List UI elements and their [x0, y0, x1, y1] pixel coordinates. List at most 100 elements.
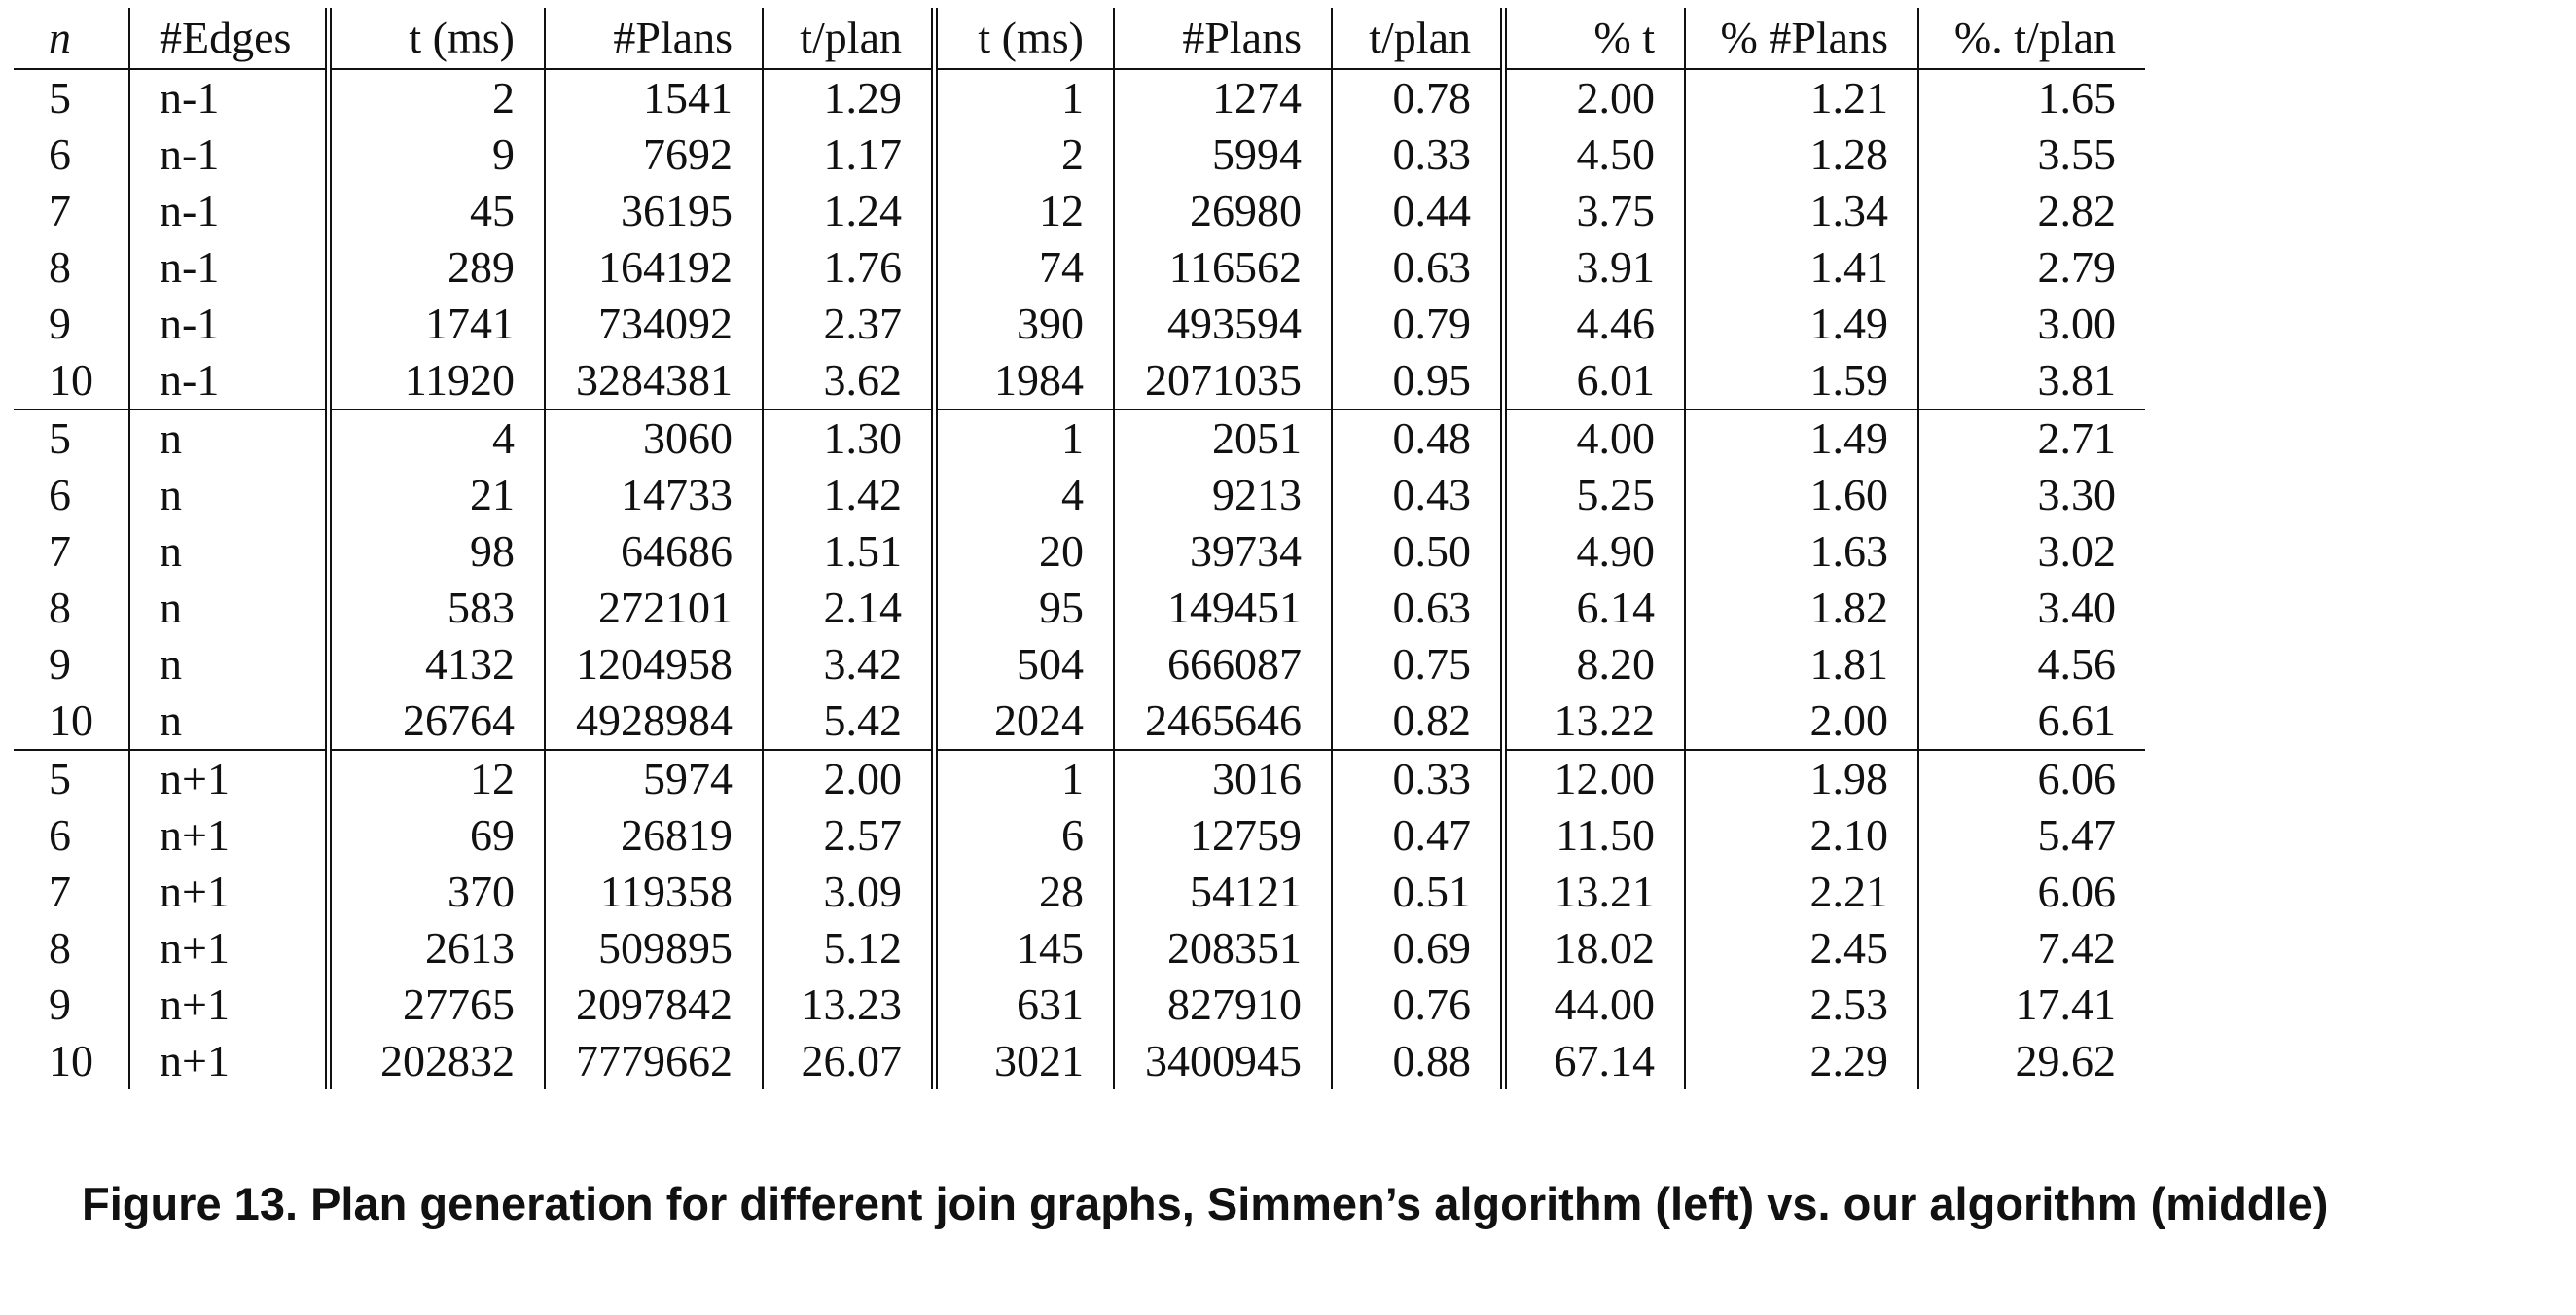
- cell-tplan-ours: 0.76: [1331, 977, 1504, 1033]
- cell-pct-t: 4.00: [1500, 409, 1685, 467]
- cell-t-ours: 12: [931, 183, 1114, 239]
- cell-pct-plans: 1.49: [1684, 409, 1918, 467]
- cell-tplan-ours: 0.33: [1331, 750, 1504, 807]
- cell-tplan-simmen: 1.76: [762, 239, 935, 296]
- cell-pct-tplan: 3.00: [1917, 296, 2145, 352]
- cell-plans-ours: 149451: [1113, 580, 1332, 636]
- cell-pct-plans: 2.00: [1684, 693, 1918, 751]
- cell-t-ours: 1: [931, 69, 1114, 126]
- cell-plans-ours: 3400945: [1113, 1033, 1332, 1089]
- cell-n: 8: [49, 242, 71, 292]
- cell-pct-tplan: 17.41: [1917, 977, 2145, 1033]
- cell-t-ours: 6: [931, 807, 1114, 864]
- cell-t-simmen: 9: [325, 126, 545, 183]
- cell-plans-ours: 12759: [1113, 807, 1332, 864]
- cell-plans-simmen: 5974: [544, 750, 763, 807]
- cell-plans-ours: 208351: [1113, 920, 1332, 977]
- cell-pct-plans: 2.29: [1684, 1033, 1918, 1089]
- header-edges: #Edges: [128, 8, 329, 70]
- cell-t-ours: 74: [931, 239, 1114, 296]
- cell-tplan-ours: 0.50: [1331, 523, 1504, 580]
- table-body: 5 n-1 2 1541 1.29 1 1274 0.78 2.00 1.21 1.65 6 n-1 9 7…: [14, 69, 2145, 1089]
- cell-n: 5: [49, 754, 71, 803]
- cell-n: 7: [49, 186, 71, 235]
- cell-n: 5: [49, 73, 71, 123]
- cell-pct-tplan: 3.02: [1917, 523, 2145, 580]
- cell-tplan-simmen: 1.24: [762, 183, 935, 239]
- cell-tplan-simmen: 3.09: [762, 864, 935, 920]
- cell-pct-tplan: 29.62: [1917, 1033, 2145, 1089]
- cell-t-simmen: 583: [325, 580, 545, 636]
- cell-plans-simmen: 1204958: [544, 636, 763, 693]
- cell-tplan-simmen: 1.42: [762, 467, 935, 523]
- cell-pct-t: 6.14: [1500, 580, 1685, 636]
- cell-edges: n+1: [128, 1033, 329, 1089]
- cell-tplan-simmen: 5.12: [762, 920, 935, 977]
- cell-t-simmen: 12: [325, 750, 545, 807]
- cell-t-simmen: 1741: [325, 296, 545, 352]
- cell-plans-simmen: 36195: [544, 183, 763, 239]
- cell-tplan-simmen: 1.17: [762, 126, 935, 183]
- cell-plans-ours: 2071035: [1113, 352, 1332, 410]
- cell-t-simmen: 26764: [325, 693, 545, 751]
- cell-tplan-ours: 0.47: [1331, 807, 1504, 864]
- cell-pct-t: 2.00: [1500, 69, 1685, 126]
- cell-tplan-ours: 0.79: [1331, 296, 1504, 352]
- cell-pct-plans: 1.63: [1684, 523, 1918, 580]
- cell-edges: n+1: [128, 807, 329, 864]
- table-row: 7 n-1 45 36195 1.24 12 26980 0.44 3.75 1.34 2.82: [14, 183, 2145, 239]
- cell-pct-tplan: 4.56: [1917, 636, 2145, 693]
- cell-edges: n-1: [128, 183, 329, 239]
- cell-tplan-ours: 0.88: [1331, 1033, 1504, 1089]
- cell-pct-plans: 1.81: [1684, 636, 1918, 693]
- cell-t-ours: 95: [931, 580, 1114, 636]
- cell-pct-plans: 1.34: [1684, 183, 1918, 239]
- cell-edges: n: [128, 636, 329, 693]
- cell-plans-simmen: 272101: [544, 580, 763, 636]
- cell-tplan-ours: 0.63: [1331, 580, 1504, 636]
- cell-t-ours: 390: [931, 296, 1114, 352]
- header-t-simmen: t (ms): [325, 8, 545, 70]
- cell-pct-tplan: 2.79: [1917, 239, 2145, 296]
- cell-t-ours: 1: [931, 409, 1114, 467]
- cell-edges: n+1: [128, 920, 329, 977]
- results-table: n #Edges t (ms) #Plans t/plan t (ms) #Pl…: [14, 8, 2145, 1089]
- cell-edges: n-1: [128, 126, 329, 183]
- cell-t-simmen: 370: [325, 864, 545, 920]
- cell-t-ours: 145: [931, 920, 1114, 977]
- cell-pct-plans: 1.41: [1684, 239, 1918, 296]
- cell-pct-plans: 1.59: [1684, 352, 1918, 410]
- cell-n: 6: [49, 129, 71, 179]
- cell-t-ours: 1: [931, 750, 1114, 807]
- cell-tplan-ours: 0.63: [1331, 239, 1504, 296]
- cell-pct-t: 44.00: [1500, 977, 1685, 1033]
- cell-pct-tplan: 6.61: [1917, 693, 2145, 751]
- cell-pct-t: 4.50: [1500, 126, 1685, 183]
- cell-n: 7: [49, 867, 71, 916]
- cell-t-simmen: 289: [325, 239, 545, 296]
- cell-pct-plans: 1.21: [1684, 69, 1918, 126]
- cell-pct-t: 12.00: [1500, 750, 1685, 807]
- cell-pct-plans: 1.98: [1684, 750, 1918, 807]
- cell-t-ours: 1984: [931, 352, 1114, 410]
- cell-edges: n+1: [128, 750, 329, 807]
- cell-tplan-simmen: 2.00: [762, 750, 935, 807]
- cell-t-ours: 2024: [931, 693, 1114, 751]
- cell-pct-tplan: 7.42: [1917, 920, 2145, 977]
- cell-pct-tplan: 6.06: [1917, 864, 2145, 920]
- cell-plans-ours: 2465646: [1113, 693, 1332, 751]
- table-row: 5 n-1 2 1541 1.29 1 1274 0.78 2.00 1.21 1.65: [14, 69, 2145, 126]
- cell-pct-plans: 1.49: [1684, 296, 1918, 352]
- cell-plans-simmen: 14733: [544, 467, 763, 523]
- cell-pct-tplan: 3.40: [1917, 580, 2145, 636]
- cell-tplan-ours: 0.78: [1331, 69, 1504, 126]
- cell-plans-simmen: 26819: [544, 807, 763, 864]
- cell-pct-t: 3.75: [1500, 183, 1685, 239]
- cell-pct-t: 13.22: [1500, 693, 1685, 751]
- cell-pct-t: 67.14: [1500, 1033, 1685, 1089]
- cell-t-simmen: 2: [325, 69, 545, 126]
- cell-pct-tplan: 3.55: [1917, 126, 2145, 183]
- cell-plans-ours: 39734: [1113, 523, 1332, 580]
- cell-n: 8: [49, 923, 71, 973]
- cell-tplan-simmen: 3.62: [762, 352, 935, 410]
